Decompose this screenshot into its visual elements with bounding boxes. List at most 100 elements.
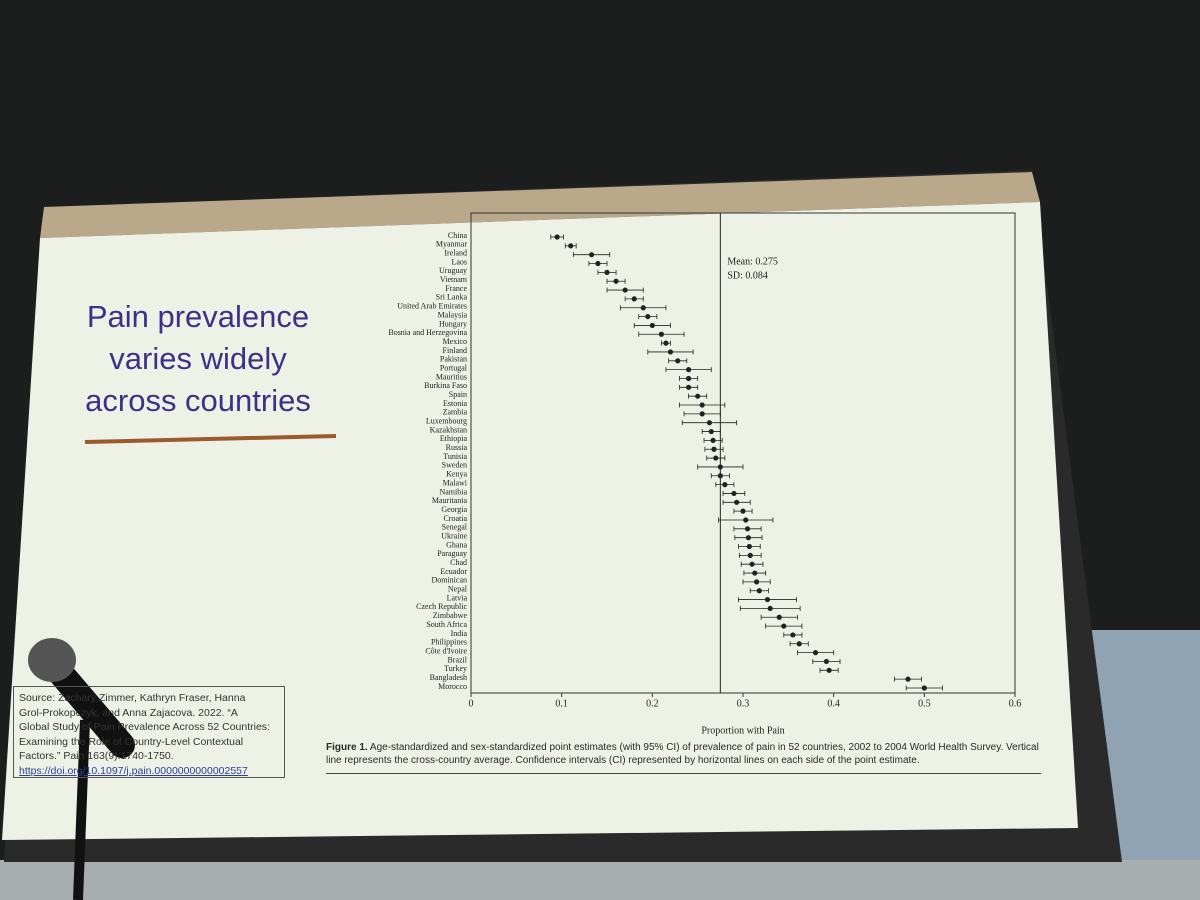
point — [675, 358, 681, 364]
point — [790, 632, 796, 638]
y-tick-label: Sweden — [442, 461, 467, 470]
y-tick-label: Brazil — [447, 655, 467, 664]
point — [568, 243, 574, 249]
point — [686, 375, 692, 382]
y-tick-label: Laos — [451, 257, 467, 266]
source-link[interactable]: https://doi.org/10.1097/j.pain.000000000… — [19, 764, 248, 777]
y-tick-label: Mauritania — [432, 496, 468, 505]
title-line: Pain prevalence — [86, 299, 310, 334]
y-tick-label: Portugal — [440, 363, 468, 372]
point — [631, 296, 637, 302]
point — [776, 614, 782, 620]
y-tick-label: Morocco — [438, 682, 467, 691]
point — [921, 685, 927, 691]
y-tick-label: Kazakhstan — [430, 425, 467, 434]
point — [699, 411, 705, 417]
y-tick-label: Spain — [449, 390, 467, 399]
slide — [2, 202, 1078, 840]
point — [613, 278, 619, 284]
point — [710, 437, 716, 443]
point — [595, 260, 601, 267]
y-tick-label: Chad — [450, 558, 467, 567]
point — [640, 305, 646, 311]
point — [649, 322, 655, 329]
plot: 0 0.1 0.2 0.3 0.4 0.5 0.6 Proportion with Pain M… — [388, 213, 1021, 736]
source-line: Global Study of Pain Prevalence Across 5… — [19, 721, 270, 733]
x-tick-label: 0.2 — [646, 698, 659, 709]
y-tick-label: Ecuador — [440, 567, 467, 576]
point — [740, 508, 746, 514]
point — [747, 552, 753, 558]
point — [658, 331, 665, 337]
y-tick-label: Malawi — [443, 478, 468, 487]
title-line: varies widely — [109, 341, 287, 376]
source-line: Source: Zachary Zimmer, Kathryn Fraser, … — [19, 692, 246, 704]
point — [645, 313, 651, 320]
point — [588, 252, 595, 258]
y-tick-label: Turkey — [444, 664, 467, 673]
point — [746, 543, 752, 550]
x-tick-label: 0.1 — [555, 698, 568, 709]
point — [756, 588, 762, 594]
point — [754, 579, 760, 585]
y-tick-label: Vietnam — [440, 275, 468, 284]
point — [717, 473, 723, 479]
y-tick-label: Myanmar — [436, 240, 467, 249]
y-tick-label: France — [445, 284, 467, 293]
y-tick-label: Dominican — [431, 576, 467, 585]
y-tick-label: Philippines — [431, 638, 467, 647]
point — [663, 340, 669, 346]
y-tick-label: Senegal — [442, 523, 468, 532]
point — [745, 535, 752, 541]
x-tick-label: 0.6 — [1009, 698, 1022, 709]
y-tick-label: Namibia — [439, 487, 467, 496]
y-tick-label: India — [451, 629, 468, 638]
title-line: across countries — [85, 383, 311, 418]
point — [823, 658, 830, 665]
microphone — [28, 638, 135, 900]
caption: Figure 1. Age-standardized and sex-stand… — [326, 741, 1041, 774]
x-tick-label: 0.4 — [827, 698, 840, 709]
y-tick-label: Latvia — [447, 593, 468, 602]
source-line: Grol-Prokopczyk, and Anna Zajacova. 2022… — [19, 706, 238, 719]
annotation: Mean: 0.275 — [727, 256, 778, 267]
y-tick-label: Burkina Faso — [424, 381, 467, 390]
y-tick-label: Croatia — [443, 514, 467, 523]
y-tick-label: Uruguay — [439, 266, 467, 275]
point — [796, 641, 802, 647]
slide-band — [40, 172, 1040, 238]
x-tick-label: 0.5 — [918, 698, 931, 709]
source-box: Source: Zachary Zimmer, Kathryn Fraser, … — [13, 686, 285, 778]
y-tick-label: Paraguay — [437, 549, 467, 558]
point — [752, 570, 758, 576]
source-line: Examining the Role of Country-Level Cont… — [19, 735, 244, 748]
point — [767, 605, 773, 612]
point — [812, 650, 819, 656]
y-tick-label: China — [448, 231, 468, 240]
y-tick-label: South Africa — [426, 620, 467, 629]
y-tick-label: Estonia — [443, 399, 467, 408]
y-tick-label: United Arab Emirates — [397, 302, 467, 311]
point — [743, 517, 749, 523]
x-axis-label: Proportion with Pain — [701, 725, 784, 736]
point — [905, 676, 911, 682]
point — [744, 526, 751, 532]
point — [622, 287, 628, 293]
y-tick-label: Ukraine — [441, 531, 467, 540]
point — [826, 667, 832, 673]
y-tick-label: Russia — [446, 443, 468, 452]
y-tick-label: Czech Republic — [416, 602, 467, 611]
point — [717, 464, 723, 470]
y-tick-label: Malaysia — [438, 310, 468, 319]
y-tick-label: Kenya — [446, 470, 467, 479]
window-bottom — [0, 860, 1200, 900]
y-tick-label: Zambia — [443, 408, 468, 417]
point — [686, 367, 692, 373]
point — [706, 420, 713, 426]
y-tick-label: Bangladesh — [430, 673, 467, 682]
point — [708, 428, 714, 435]
point — [722, 482, 728, 488]
y-tick-label: Mexico — [443, 337, 467, 346]
